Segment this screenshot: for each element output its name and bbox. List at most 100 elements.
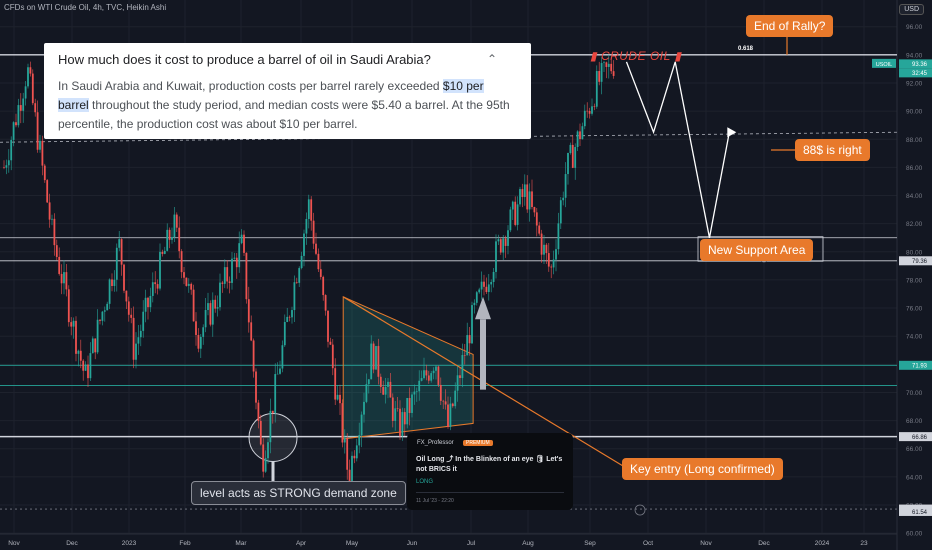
idea-author[interactable]: FX_Professor xyxy=(417,440,454,446)
candle xyxy=(70,317,73,336)
candle-body xyxy=(483,281,485,287)
candle-body xyxy=(559,200,562,224)
candle-body xyxy=(408,397,411,413)
card-divider xyxy=(416,492,564,493)
candle xyxy=(411,391,413,418)
currency-button[interactable]: USD xyxy=(899,4,924,15)
candle xyxy=(89,342,92,382)
y-tick-label: 88.00 xyxy=(906,137,923,144)
candle-body xyxy=(384,386,387,395)
candle xyxy=(27,63,29,89)
candle-body xyxy=(178,227,181,252)
candle-body xyxy=(175,214,178,228)
candle-body xyxy=(307,199,310,219)
candle xyxy=(267,438,269,464)
candle xyxy=(228,276,231,294)
candle xyxy=(173,207,176,243)
candle-body xyxy=(567,153,569,175)
candle xyxy=(461,343,464,388)
candle xyxy=(281,340,284,373)
candle-body xyxy=(358,435,361,446)
candle-body xyxy=(490,282,493,285)
projection-path xyxy=(625,61,730,238)
candle xyxy=(190,282,193,295)
candle xyxy=(595,65,598,109)
candle-body xyxy=(521,189,524,198)
candle xyxy=(593,103,596,111)
chart-header-title: CFDs on WTI Crude Oil, 4h, TVC, Heikin A… xyxy=(4,3,167,12)
candle xyxy=(413,384,416,405)
y-tick-label: 74.00 xyxy=(906,334,923,341)
candle xyxy=(483,274,485,296)
candle-body xyxy=(202,327,205,337)
idea-card[interactable]: FX_Professor PREMIUM Oil Long ⤴ In the B… xyxy=(407,433,573,510)
candle xyxy=(288,315,291,322)
candle xyxy=(439,377,442,406)
candle xyxy=(156,279,159,295)
candle xyxy=(60,264,63,295)
candle xyxy=(492,268,495,288)
candle xyxy=(319,260,322,280)
candle xyxy=(209,300,212,327)
candle-body xyxy=(27,67,29,87)
candle xyxy=(36,100,39,153)
candle-body xyxy=(485,286,488,293)
chevron-up-icon[interactable]: ⌃ xyxy=(486,52,497,66)
candle-body xyxy=(154,282,157,285)
idea-title[interactable]: Oil Long ⤴ In the Blinken of an eye 🛢 Le… xyxy=(416,456,563,473)
candle xyxy=(456,366,459,402)
candle xyxy=(269,398,272,454)
candle-body xyxy=(540,233,543,255)
triangle-pattern xyxy=(342,296,474,440)
candle-body xyxy=(190,283,193,290)
candle xyxy=(583,104,586,130)
candle-body xyxy=(7,160,10,166)
x-tick-label: Jul xyxy=(467,540,476,547)
candle xyxy=(216,295,219,317)
candle-body xyxy=(255,371,257,403)
faq-question[interactable]: How much does it cost to produce a barre… xyxy=(58,52,431,67)
candle xyxy=(257,399,260,429)
y-tick-label: 70.00 xyxy=(906,390,923,397)
y-tick-label: 94.00 xyxy=(906,52,923,59)
candle xyxy=(293,275,296,322)
candle xyxy=(485,277,488,295)
faq-panel[interactable]: How much does it cost to produce a barre… xyxy=(44,43,531,139)
x-tick-label: Dec xyxy=(66,540,78,547)
candle-body xyxy=(444,401,447,405)
candle xyxy=(550,264,553,279)
candle-body xyxy=(245,252,248,300)
candle-body xyxy=(487,284,490,293)
candle-body xyxy=(223,267,226,284)
candle xyxy=(202,324,205,345)
candle-body xyxy=(257,402,260,421)
candle-body xyxy=(583,110,586,127)
candle xyxy=(358,422,361,454)
candle-body xyxy=(303,233,305,256)
candle-body xyxy=(34,103,37,113)
candle-body xyxy=(279,368,281,374)
new-support-callout: New Support Area xyxy=(700,239,814,261)
candle xyxy=(75,316,77,362)
oil-barrel-icon-2: ▮ xyxy=(670,49,682,63)
candle xyxy=(7,149,10,173)
candle-body xyxy=(123,264,125,291)
candle-body xyxy=(492,271,495,283)
candle-body xyxy=(312,220,315,244)
candle-body xyxy=(82,360,85,371)
candle-body xyxy=(259,420,262,445)
candle-body xyxy=(497,239,500,242)
candle-body xyxy=(531,191,533,208)
candle xyxy=(468,327,471,356)
candle-body xyxy=(442,400,445,402)
candle-body xyxy=(413,391,416,395)
candle xyxy=(137,324,140,355)
price-label-text: 93.36 xyxy=(912,62,928,68)
candle-body xyxy=(77,350,80,354)
candle-body xyxy=(507,230,509,246)
candle xyxy=(367,379,370,394)
candle xyxy=(247,286,250,333)
candle-body xyxy=(269,410,272,443)
candle xyxy=(87,355,89,387)
